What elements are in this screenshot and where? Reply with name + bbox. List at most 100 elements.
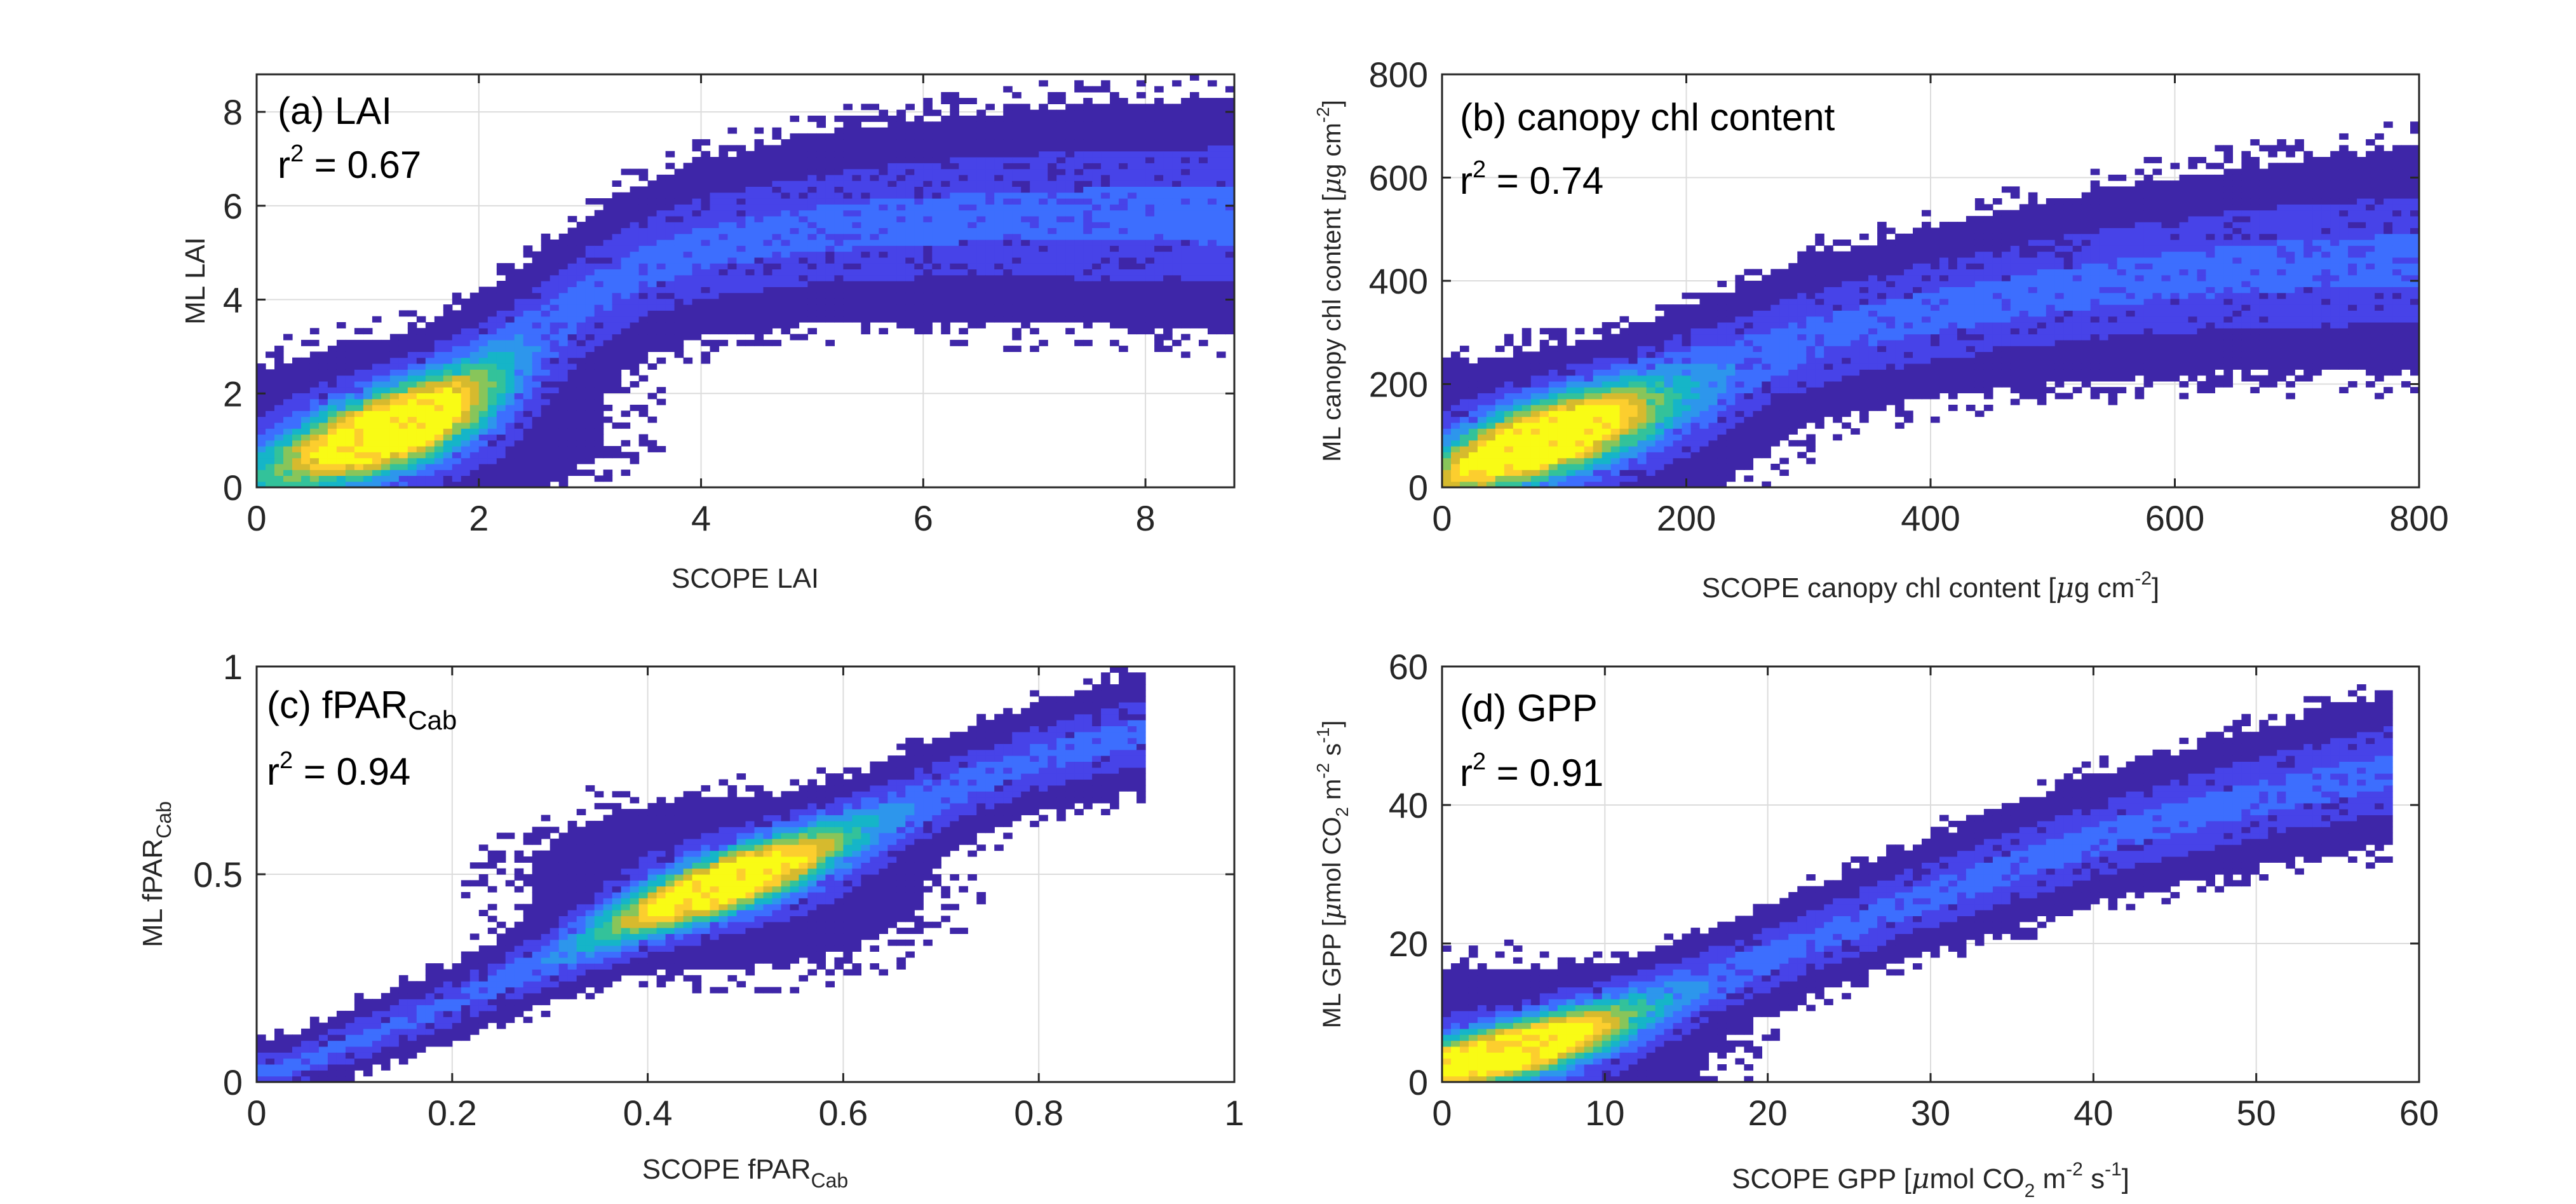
heatmap-cell-3486 xyxy=(1154,192,1164,199)
heatmap-cell-446 xyxy=(416,452,426,459)
heatmap-cell-1080 xyxy=(567,240,577,246)
heatmap-cell-838 xyxy=(1717,387,1727,393)
heatmap-cell-2117 xyxy=(834,215,844,222)
heatmap-cell-373 xyxy=(1575,381,1585,388)
heatmap-cell-527 xyxy=(1628,416,1638,423)
heatmap-cell-2686 xyxy=(976,322,986,328)
heatmap-cell-2842 xyxy=(1012,281,1022,287)
heatmap-cell-3485 xyxy=(1154,198,1164,205)
heatmap-cell-2678 xyxy=(968,151,977,158)
heatmap-cell-3522 xyxy=(1163,233,1173,240)
heatmap-cell-2704 xyxy=(976,215,986,222)
heatmap-cell-1782 xyxy=(745,222,755,228)
heatmap-cell-2356 xyxy=(896,274,906,281)
heatmap-cell-865 xyxy=(1726,422,1736,429)
heatmap-cell-5 xyxy=(1442,452,1452,459)
heatmap-cell-3808 xyxy=(1225,215,1235,222)
heatmap-cell-1105 xyxy=(576,339,586,346)
heatmap-cell-2242 xyxy=(870,316,879,323)
heatmap-cell-669 xyxy=(478,393,489,400)
heatmap-cell-3260 xyxy=(1101,80,1110,87)
heatmap-cell-2809 xyxy=(1003,233,1013,240)
heatmap-cell-3689 xyxy=(1199,198,1208,205)
heatmap-cell-2730 xyxy=(985,274,995,281)
heatmap-cell-844 xyxy=(1717,351,1727,358)
heatmap-cell-231 xyxy=(345,481,355,488)
heatmap-cell-1172 xyxy=(594,446,604,452)
heatmap-cell-2631 xyxy=(959,210,968,217)
heatmap-cell-457 xyxy=(416,387,426,393)
heatmap-cell-3005 xyxy=(1048,222,1057,228)
heatmap-cell-498 xyxy=(434,475,444,482)
heatmap-cell-2533 xyxy=(941,322,950,328)
heatmap-cell-435 xyxy=(407,346,417,352)
heatmap-cell-278 xyxy=(1539,328,1549,335)
heatmap-cell-2664 xyxy=(968,233,977,240)
heatmap-cell-1510 xyxy=(674,304,684,311)
heatmap-cell-3237 xyxy=(1101,227,1110,234)
heatmap-cell-1714 xyxy=(727,233,738,240)
heatmap-cell-2248 xyxy=(870,281,879,287)
heatmap-cell-292 xyxy=(1548,405,1558,411)
heatmap-cell-3653 xyxy=(1190,163,1199,170)
heatmap-cell-1378 xyxy=(638,310,649,317)
heatmap-cell-1209 xyxy=(594,227,604,234)
heatmap-cell-774 xyxy=(1699,375,1709,382)
heatmap-cell-207 xyxy=(1521,463,1532,470)
heatmap-cell-1109 xyxy=(576,316,586,323)
heatmap-cell-2872 xyxy=(1012,104,1022,111)
heatmap-cell-2464 xyxy=(923,292,933,299)
heatmap-cell-1281 xyxy=(612,240,622,246)
heatmap-cell-3328 xyxy=(1119,174,1128,181)
heatmap-cell-1373 xyxy=(638,339,649,346)
heatmap-cell-2976 xyxy=(1039,168,1048,175)
heatmap-cell-302 xyxy=(1548,346,1558,352)
heatmap-cell-653 xyxy=(469,292,480,299)
heatmap-cell-59 xyxy=(1460,398,1469,405)
heatmap-cell-781 xyxy=(1699,334,1709,341)
heatmap-cell-2318 xyxy=(887,287,897,294)
heatmap-cell-16 xyxy=(257,387,266,393)
heatmap-cell-3760 xyxy=(1217,263,1226,269)
heatmap-cell-2658 xyxy=(968,269,977,276)
heatmap-cell-2015 xyxy=(807,227,817,234)
heatmap-cell-947 xyxy=(541,287,551,294)
heatmap-cell-26 xyxy=(1451,457,1460,464)
heatmap-cell-2524 xyxy=(932,157,941,163)
heatmap-cell-490 xyxy=(425,357,435,364)
heatmap-cell-3724 xyxy=(1208,227,1217,234)
heatmap-cell-151 xyxy=(1495,375,1505,382)
heatmap-cell-372 xyxy=(389,405,400,411)
heatmap-cell-2502 xyxy=(932,287,941,294)
heatmap-cell-1183 xyxy=(594,381,604,388)
heatmap-cell-3759 xyxy=(1217,269,1226,276)
heatmap-cell-221 xyxy=(1521,381,1532,388)
heatmap-cell-2864 xyxy=(1012,151,1022,158)
heatmap-cell-2790 xyxy=(994,133,1004,140)
heatmap-cell-731 xyxy=(1690,440,1701,447)
heatmap-cell-413 xyxy=(407,475,417,482)
heatmap-cell-3762 xyxy=(1217,251,1226,258)
heatmap-cell-575 xyxy=(1646,463,1656,470)
heatmap-cell-601 xyxy=(1655,475,1665,482)
heatmap-cell-2894 xyxy=(1021,204,1030,211)
heatmap-cell-2431 xyxy=(914,269,924,276)
heatmap-cell-2132 xyxy=(834,127,844,134)
heatmap-cell-3736 xyxy=(1208,157,1217,163)
heatmap-cell-35 xyxy=(266,398,275,405)
heatmap-cell-769 xyxy=(505,422,515,429)
heatmap-cell-1724 xyxy=(727,174,738,181)
heatmap-cell-280 xyxy=(1548,475,1558,482)
heatmap-cell-2643 xyxy=(959,139,968,145)
heatmap-cell-597 xyxy=(1646,334,1656,341)
heatmap-cell-1038 xyxy=(558,245,569,252)
heatmap-cell-1542 xyxy=(683,292,693,299)
heatmap-cell-325 xyxy=(1557,363,1567,370)
heatmap-cell-1400 xyxy=(638,174,649,181)
heatmap-cell-26 xyxy=(266,452,275,459)
heatmap-cell-3325 xyxy=(1119,192,1128,199)
heatmap-cell-1532 xyxy=(674,174,684,181)
heatmap-cell-1495 xyxy=(665,198,675,205)
heatmap-cell-2449 xyxy=(914,163,924,170)
heatmap-cell-1078 xyxy=(567,251,577,258)
